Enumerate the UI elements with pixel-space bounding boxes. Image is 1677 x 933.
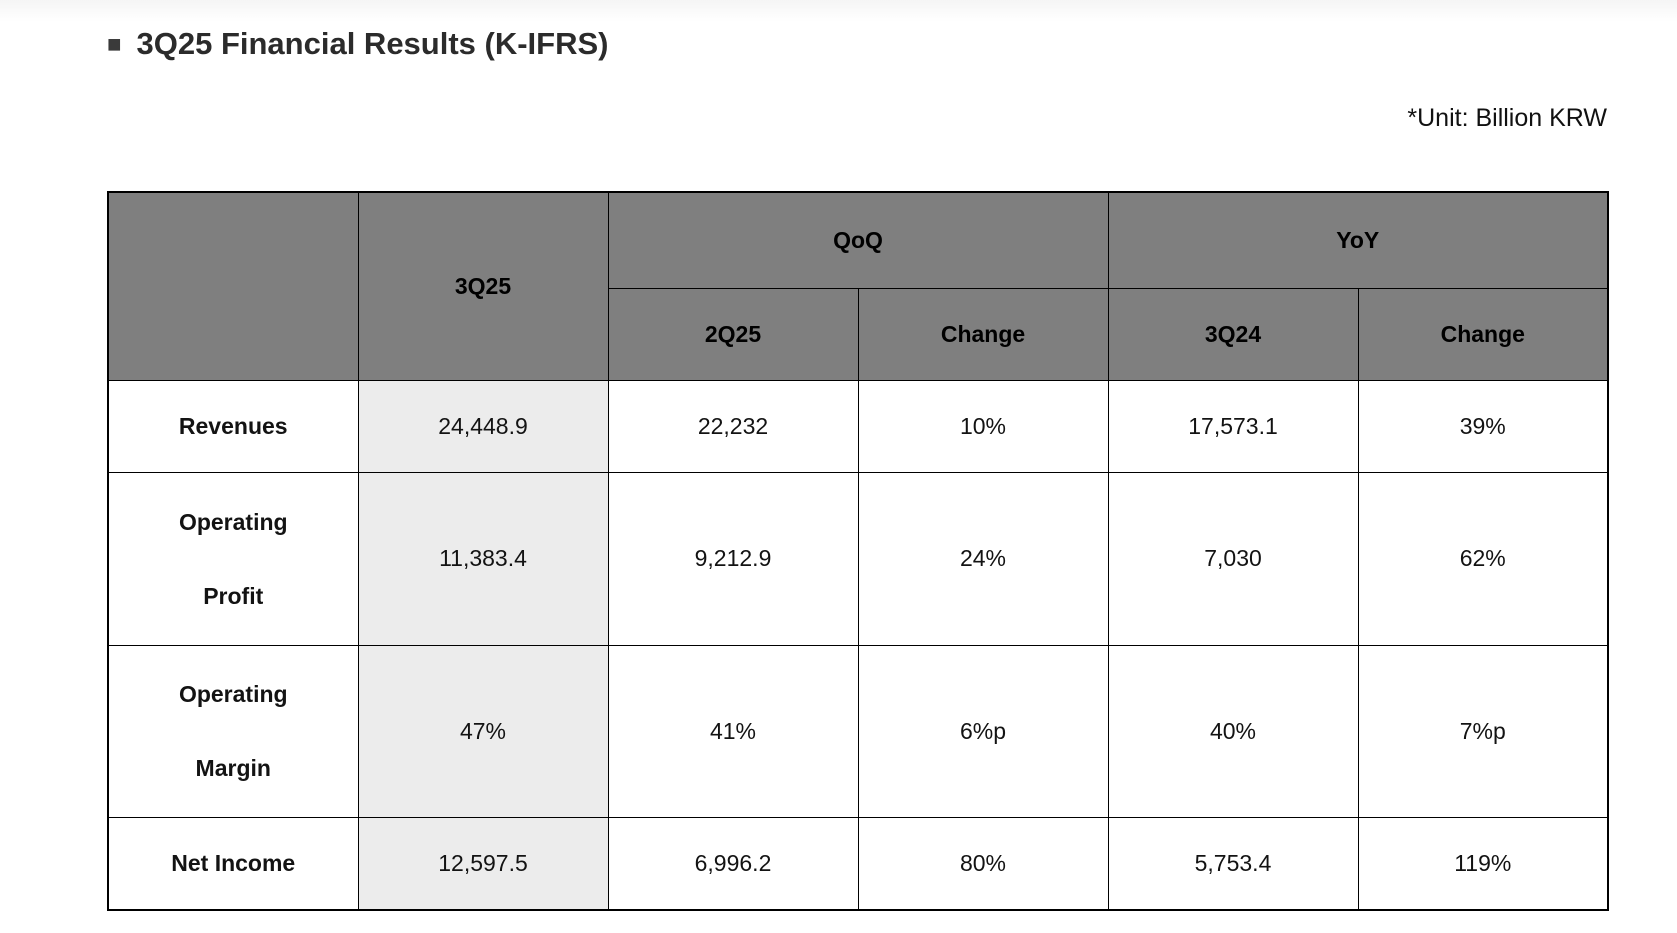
header-row-sub: 2Q25 Change 3Q24 Change	[108, 287, 1609, 381]
header-yoy-change: Change	[1357, 287, 1609, 381]
table-row-operating-profit: Operating Profit 11,383.4 9,212.9 24% 7,…	[107, 471, 1609, 646]
cell-qoq-change: 80%	[857, 816, 1109, 911]
top-gradient	[0, 0, 1677, 22]
cell-2q25: 6,996.2	[607, 816, 859, 911]
header-3q25: 3Q25	[357, 191, 609, 381]
row-label: Net Income	[107, 816, 359, 911]
cell-qoq-change: 6%p	[857, 644, 1109, 818]
cell-yoy-change: 119%	[1357, 816, 1609, 911]
header-qoq-change: Change	[857, 287, 1109, 381]
cell-3q25: 47%	[357, 644, 609, 818]
corner-cell	[107, 191, 359, 381]
cell-3q25: 12,597.5	[357, 816, 609, 911]
cell-3q24: 40%	[1107, 644, 1359, 818]
header-3q24: 3Q24	[1107, 287, 1359, 381]
row-label: Operating Margin	[107, 644, 359, 818]
cell-3q24: 17,573.1	[1107, 379, 1359, 473]
row-label: Revenues	[107, 379, 359, 473]
square-bullet-icon: ■	[107, 31, 122, 58]
cell-yoy-change: 39%	[1357, 379, 1609, 473]
cell-yoy-change: 7%p	[1357, 644, 1609, 818]
page-title: ■ 3Q25 Financial Results (K-IFRS)	[107, 24, 609, 64]
header-group-qoq: QoQ	[607, 191, 1109, 289]
cell-2q25: 22,232	[607, 379, 859, 473]
header-group-yoy: YoY	[1107, 191, 1609, 289]
cell-3q24: 5,753.4	[1107, 816, 1359, 911]
page-title-text: 3Q25 Financial Results (K-IFRS)	[136, 26, 609, 61]
cell-3q25: 11,383.4	[357, 471, 609, 646]
header-row-groups: 3Q25 QoQ YoY	[107, 191, 1609, 381]
table-row-revenues: Revenues 24,448.9 22,232 10% 17,573.1 39…	[107, 379, 1609, 473]
cell-yoy-change: 62%	[1357, 471, 1609, 646]
table-row-operating-margin: Operating Margin 47% 41% 6%p 40% 7%p	[107, 644, 1609, 818]
cell-2q25: 41%	[607, 644, 859, 818]
unit-note: *Unit: Billion KRW	[1407, 104, 1607, 132]
row-label: Operating Profit	[107, 471, 359, 646]
cell-qoq-change: 10%	[857, 379, 1109, 473]
cell-2q25: 9,212.9	[607, 471, 859, 646]
financial-results-table: 3Q25 QoQ YoY 2Q25 Change 3Q24 Change Rev…	[107, 191, 1609, 911]
cell-3q25: 24,448.9	[357, 379, 609, 473]
cell-qoq-change: 24%	[857, 471, 1109, 646]
table-row-net-income: Net Income 12,597.5 6,996.2 80% 5,753.4 …	[107, 816, 1609, 911]
header-2q25: 2Q25	[607, 287, 859, 381]
cell-3q24: 7,030	[1107, 471, 1359, 646]
